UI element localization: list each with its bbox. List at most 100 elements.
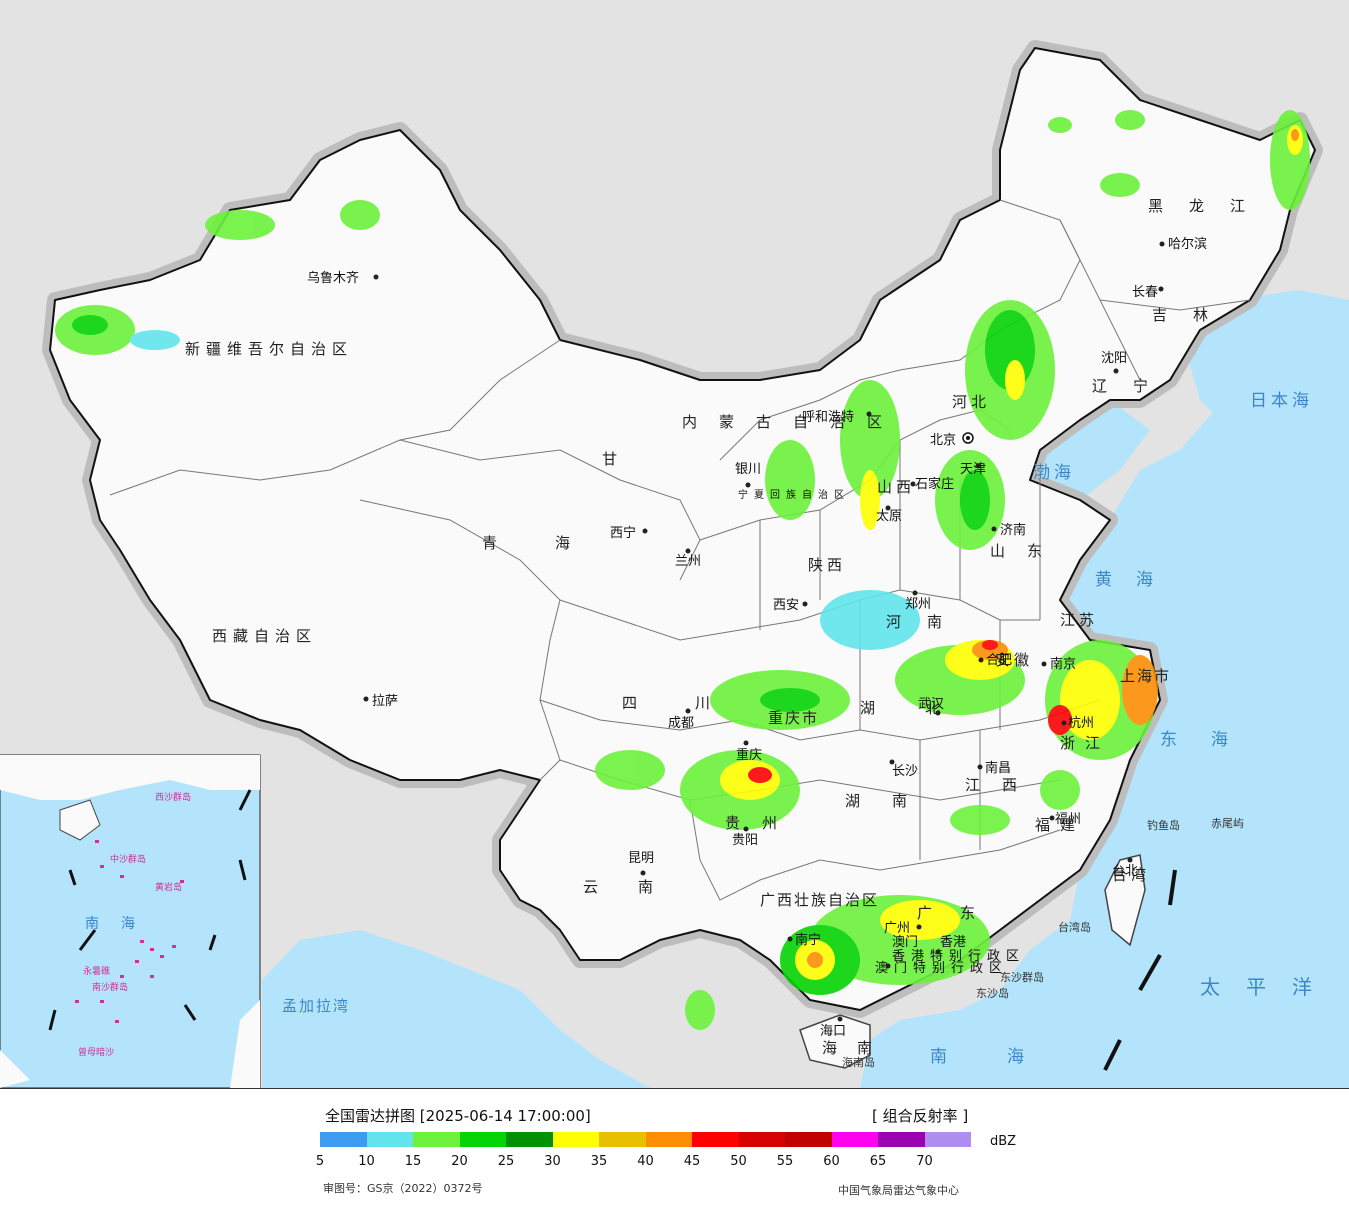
city-shijiazhuang: 石家庄 <box>915 476 954 492</box>
city-dots <box>363 241 1165 1022</box>
label-neimenggu: 内蒙古自治区 <box>682 413 904 431</box>
city-tianjin: 天津 <box>960 462 986 477</box>
color-swatch <box>366 1132 413 1147</box>
island-yongshu: 永暑礁 <box>83 965 110 977</box>
inset-island-dots <box>75 840 184 1023</box>
label-jiangsu: 江苏 <box>1060 611 1098 629</box>
city-urumqi: 乌鲁木齐 <box>307 270 359 286</box>
inset-south-sea-label: 南海 <box>85 916 157 932</box>
scale-tick-label: 30 <box>544 1154 561 1169</box>
label-liaoning: 辽宁 <box>1092 377 1174 395</box>
color-swatch <box>599 1132 646 1147</box>
label-shaanxi: 陕西 <box>808 556 846 574</box>
province-borders <box>109 199 1251 901</box>
scale-tick-label: 25 <box>497 1154 515 1169</box>
label-shandong: 山东 <box>990 542 1064 560</box>
label-gansu: 甘 <box>602 450 623 468</box>
city-chongqing: 重庆 <box>736 747 762 763</box>
island-xisha: 西沙群岛 <box>155 791 191 803</box>
label-shanxi: 山西 <box>877 478 915 496</box>
sea-east-label: 东海 <box>1160 730 1262 750</box>
color-swatch <box>645 1132 692 1147</box>
city-nanchang: 南昌 <box>985 760 1011 776</box>
color-swatch <box>738 1132 785 1147</box>
city-xianggang: 香港 <box>940 935 966 950</box>
label-guangdong: 广东 <box>917 904 1003 922</box>
island-taiwan: 台湾岛 <box>1058 920 1091 934</box>
island-huangyan: 黄岩岛 <box>155 881 182 893</box>
south-sea-inset <box>0 754 261 1088</box>
color-scale <box>320 1132 971 1147</box>
scale-tick-label: 15 <box>404 1154 422 1169</box>
color-swatch <box>924 1132 971 1147</box>
city-lanzhou: 兰州 <box>675 554 701 569</box>
city-xian: 西安 <box>773 598 799 613</box>
sea-south-label: 南海 <box>930 1047 1084 1067</box>
label-hubei: 湖北 <box>860 699 990 717</box>
label-guangxi: 广西壮族自治区 <box>760 891 879 909</box>
scale-tick-label: 45 <box>683 1154 701 1169</box>
source-label: 中国气象局雷达气象中心 <box>838 1184 959 1197</box>
scale-tick-label: 10 <box>358 1154 375 1169</box>
color-swatch <box>459 1132 506 1147</box>
sea-pacific-label: 太平洋 <box>1200 975 1338 999</box>
label-ningxia: 宁夏回族自治区 <box>738 488 850 501</box>
city-aomen: 澳门 <box>892 934 918 950</box>
label-chongqing-city: 重庆市 <box>768 709 819 727</box>
sea-japan <box>1180 290 1349 470</box>
color-scale-ticks: 5 10 15 20 25 30 35 40 45 50 55 60 65 70 <box>305 1154 945 1172</box>
city-nanjing: 南京 <box>1050 656 1076 672</box>
city-shenyang: 沈阳 <box>1101 351 1127 366</box>
scale-tick-label: 70 <box>916 1154 933 1169</box>
label-guizhou: 贵州 <box>725 814 799 832</box>
color-swatch <box>320 1132 367 1147</box>
scale-tick-label: 35 <box>590 1154 608 1169</box>
scale-tick-label: 60 <box>823 1154 840 1169</box>
city-beijing: 北京 <box>930 433 956 448</box>
label-yunnan: 云南 <box>583 878 693 896</box>
city-haerbin: 哈尔滨 <box>1168 236 1207 252</box>
color-swatch <box>552 1132 599 1147</box>
sea-bohai-label: 渤海 <box>1033 463 1075 483</box>
sea-yellow-label: 黄海 <box>1095 570 1177 590</box>
legend-product: [ 组合反射率 ] <box>872 1107 969 1125</box>
sea-japan-label: 日本海 <box>1250 391 1313 411</box>
city-zhengzhou: 郑州 <box>905 597 931 612</box>
label-macao: 澳门特别行政区 <box>875 960 1008 976</box>
taiwan-island <box>1104 854 1146 947</box>
hainan-island <box>799 1014 871 1069</box>
city-haikou: 海口 <box>820 1024 846 1039</box>
city-jinan: 济南 <box>1000 522 1026 538</box>
island-nansha: 南沙群岛 <box>92 981 128 993</box>
city-yinchuan: 银川 <box>735 462 761 477</box>
nine-dash-main <box>1103 869 1177 1071</box>
scale-tick-label: 40 <box>637 1154 654 1169</box>
city-chengdu: 成都 <box>668 716 694 731</box>
label-xinjiang: 新疆维吾尔自治区 <box>185 340 353 358</box>
label-heilongjiang: 黑龙江 <box>1148 197 1271 215</box>
color-swatch <box>831 1132 878 1147</box>
capital-marker <box>962 432 974 444</box>
sea-bengal <box>262 930 650 1088</box>
city-changchun: 长春 <box>1132 285 1158 300</box>
scale-tick-label: 50 <box>730 1154 747 1169</box>
color-swatch <box>413 1132 460 1147</box>
island-zhongsha: 中沙群岛 <box>110 853 146 865</box>
island-dongsha: 东沙岛 <box>976 986 1009 1000</box>
island-diaoyu: 钓鱼岛 <box>1147 818 1180 832</box>
city-huhehaote: 呼和浩特 <box>802 410 854 425</box>
legend-unit: dBZ <box>990 1134 1017 1149</box>
color-swatch <box>878 1132 925 1147</box>
scale-tick-label: 5 <box>315 1154 325 1169</box>
label-jiangxi: 江西 <box>965 776 1039 794</box>
sea-bengal-label: 孟加拉湾 <box>282 997 350 1015</box>
scale-tick-label: 65 <box>869 1154 887 1169</box>
sea-east <box>860 300 1349 1088</box>
china-mainland <box>49 47 1316 1011</box>
label-xizang: 西藏自治区 <box>212 627 317 645</box>
city-kunming: 昆明 <box>628 851 654 866</box>
color-swatch <box>506 1132 553 1147</box>
island-hainan: 海南岛 <box>842 1055 875 1069</box>
label-hunan: 湖南 <box>845 792 939 810</box>
city-nanning: 南宁 <box>795 932 821 948</box>
